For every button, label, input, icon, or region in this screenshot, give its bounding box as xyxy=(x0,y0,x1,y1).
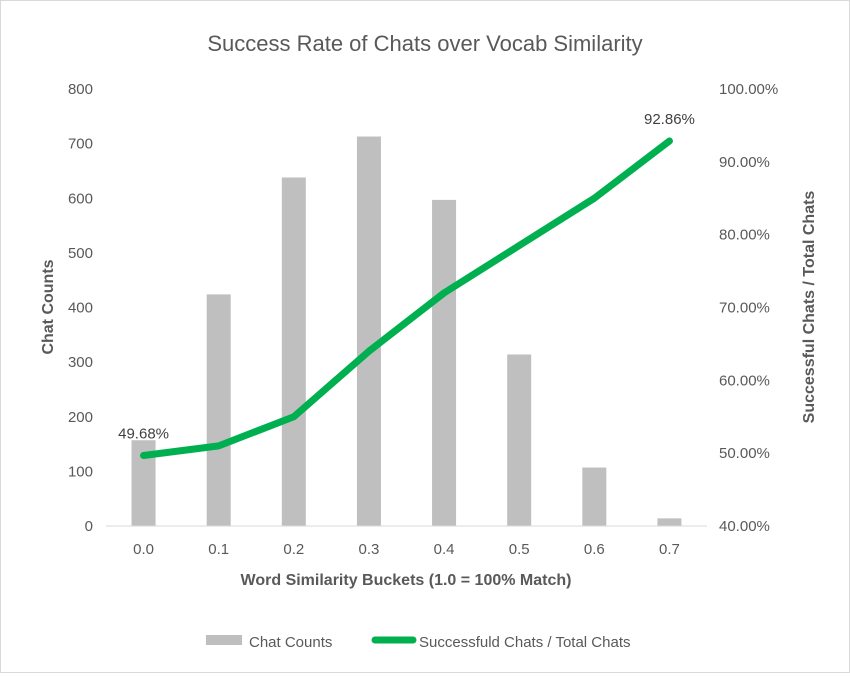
bar-0.7 xyxy=(657,518,682,526)
legend: Chat Counts Successfuld Chats / Total Ch… xyxy=(206,634,631,651)
left-axis-ticks: 0 100 200 300 400 500 600 700 800 xyxy=(68,81,93,535)
x-tick-label: 0.0 xyxy=(133,541,154,558)
x-tick-label: 0.7 xyxy=(659,541,680,558)
y-axis-title: Chat Counts xyxy=(40,259,57,354)
y-tick-label: 500 xyxy=(68,245,93,262)
y2-tick-label: 80.00% xyxy=(719,227,770,244)
data-label-0.7: 92.86% xyxy=(644,111,695,128)
line-point-0.6 xyxy=(593,197,595,199)
legend-label-success-rate: Successfuld Chats / Total Chats xyxy=(419,634,631,651)
x-axis-title: Word Similarity Buckets (1.0 = 100% Matc… xyxy=(241,572,572,589)
y-tick-label: 200 xyxy=(68,409,93,426)
line-point-0.4 xyxy=(443,292,445,294)
bar-0.4 xyxy=(432,199,457,527)
y-tick-label: 700 xyxy=(68,136,93,153)
data-labels: 49.68% 92.86% xyxy=(118,111,695,442)
x-tick-label: 0.3 xyxy=(359,541,380,558)
success-rate-line xyxy=(140,137,673,459)
data-label-0.0: 49.68% xyxy=(118,425,169,442)
y2-tick-label: 60.00% xyxy=(719,372,770,389)
chart-title: Success Rate of Chats over Vocab Similar… xyxy=(207,31,642,56)
y2-tick-label: 90.00% xyxy=(719,154,770,171)
y2-tick-label: 40.00% xyxy=(719,518,770,535)
line-point-0.0 xyxy=(143,454,145,456)
y-tick-label: 300 xyxy=(68,354,93,371)
y-tick-label: 600 xyxy=(68,190,93,207)
line-point-0.5 xyxy=(518,245,520,247)
line-series xyxy=(140,137,673,459)
y2-axis-title: Successful Chats / Total Chats xyxy=(801,191,818,424)
bar-0.6 xyxy=(582,467,607,526)
y-tick-label: 400 xyxy=(68,300,93,317)
line-point-0.1 xyxy=(218,445,220,447)
legend-label-chat-counts: Chat Counts xyxy=(249,634,332,651)
y-tick-label: 0 xyxy=(85,518,93,535)
bar-0.1 xyxy=(206,294,231,526)
line-point-0.7 xyxy=(668,140,670,142)
y2-tick-label: 70.00% xyxy=(719,300,770,317)
bar-0.3 xyxy=(356,136,381,526)
bar-0.5 xyxy=(507,354,532,526)
x-tick-label: 0.2 xyxy=(283,541,304,558)
y2-tick-label: 50.00% xyxy=(719,445,770,462)
x-tick-label: 0.4 xyxy=(434,541,455,558)
y2-tick-label: 100.00% xyxy=(719,81,778,98)
x-tick-label: 0.6 xyxy=(584,541,605,558)
right-axis-ticks: 40.00% 50.00% 60.00% 70.00% 80.00% 90.00% 100.… xyxy=(719,81,778,535)
y-tick-label: 100 xyxy=(68,463,93,480)
x-tick-label: 0.5 xyxy=(509,541,530,558)
x-tick-label: 0.1 xyxy=(208,541,229,558)
line-point-0.2 xyxy=(293,416,295,418)
line-point-0.3 xyxy=(368,350,370,352)
bar-0.2 xyxy=(281,177,306,526)
x-axis-ticks: 0.0 0.1 0.2 0.3 0.4 0.5 0.6 0.7 xyxy=(133,541,680,558)
legend-swatch-chat-counts xyxy=(206,635,242,645)
bar-series xyxy=(131,136,682,527)
y-tick-label: 800 xyxy=(68,81,93,98)
